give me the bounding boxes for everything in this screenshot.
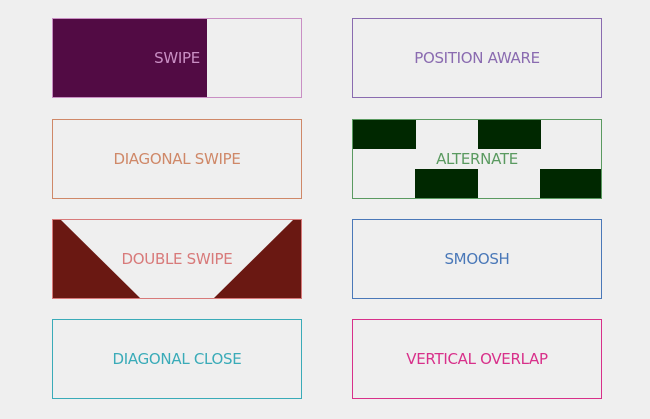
smoosh-button[interactable]: SMOOSH [352,219,602,299]
double-swipe-button[interactable]: DOUBLE SWIPE [52,219,302,299]
alternate-block [415,169,478,198]
swipe-button[interactable]: SWIPE [52,18,302,98]
vertical-overlap-button[interactable]: VERTICAL OVERLAP [352,319,602,399]
diagonal-close-button[interactable]: DIAGONAL CLOSE [52,319,302,399]
alternate-block [540,169,601,198]
right-triangle [214,220,301,298]
button-label: SMOOSH [444,250,510,268]
left-triangle [53,220,140,298]
button-label: ALTERNATE [436,150,518,168]
button-label: DOUBLE SWIPE [121,250,233,268]
button-label: DIAGONAL CLOSE [112,350,242,368]
alternate-block [478,120,541,149]
swipe-fill [53,19,207,97]
alternate-button[interactable]: ALTERNATE [352,119,602,199]
button-label: DIAGONAL SWIPE [113,150,241,168]
button-label: POSITION AWARE [414,49,540,67]
button-label: VERTICAL OVERLAP [406,350,548,368]
diagonal-swipe-button[interactable]: DIAGONAL SWIPE [52,119,302,199]
alternate-block [353,120,416,149]
double-swipe-fill [53,220,301,298]
position-aware-button[interactable]: POSITION AWARE [352,18,602,98]
button-label: SWIPE [154,49,200,67]
